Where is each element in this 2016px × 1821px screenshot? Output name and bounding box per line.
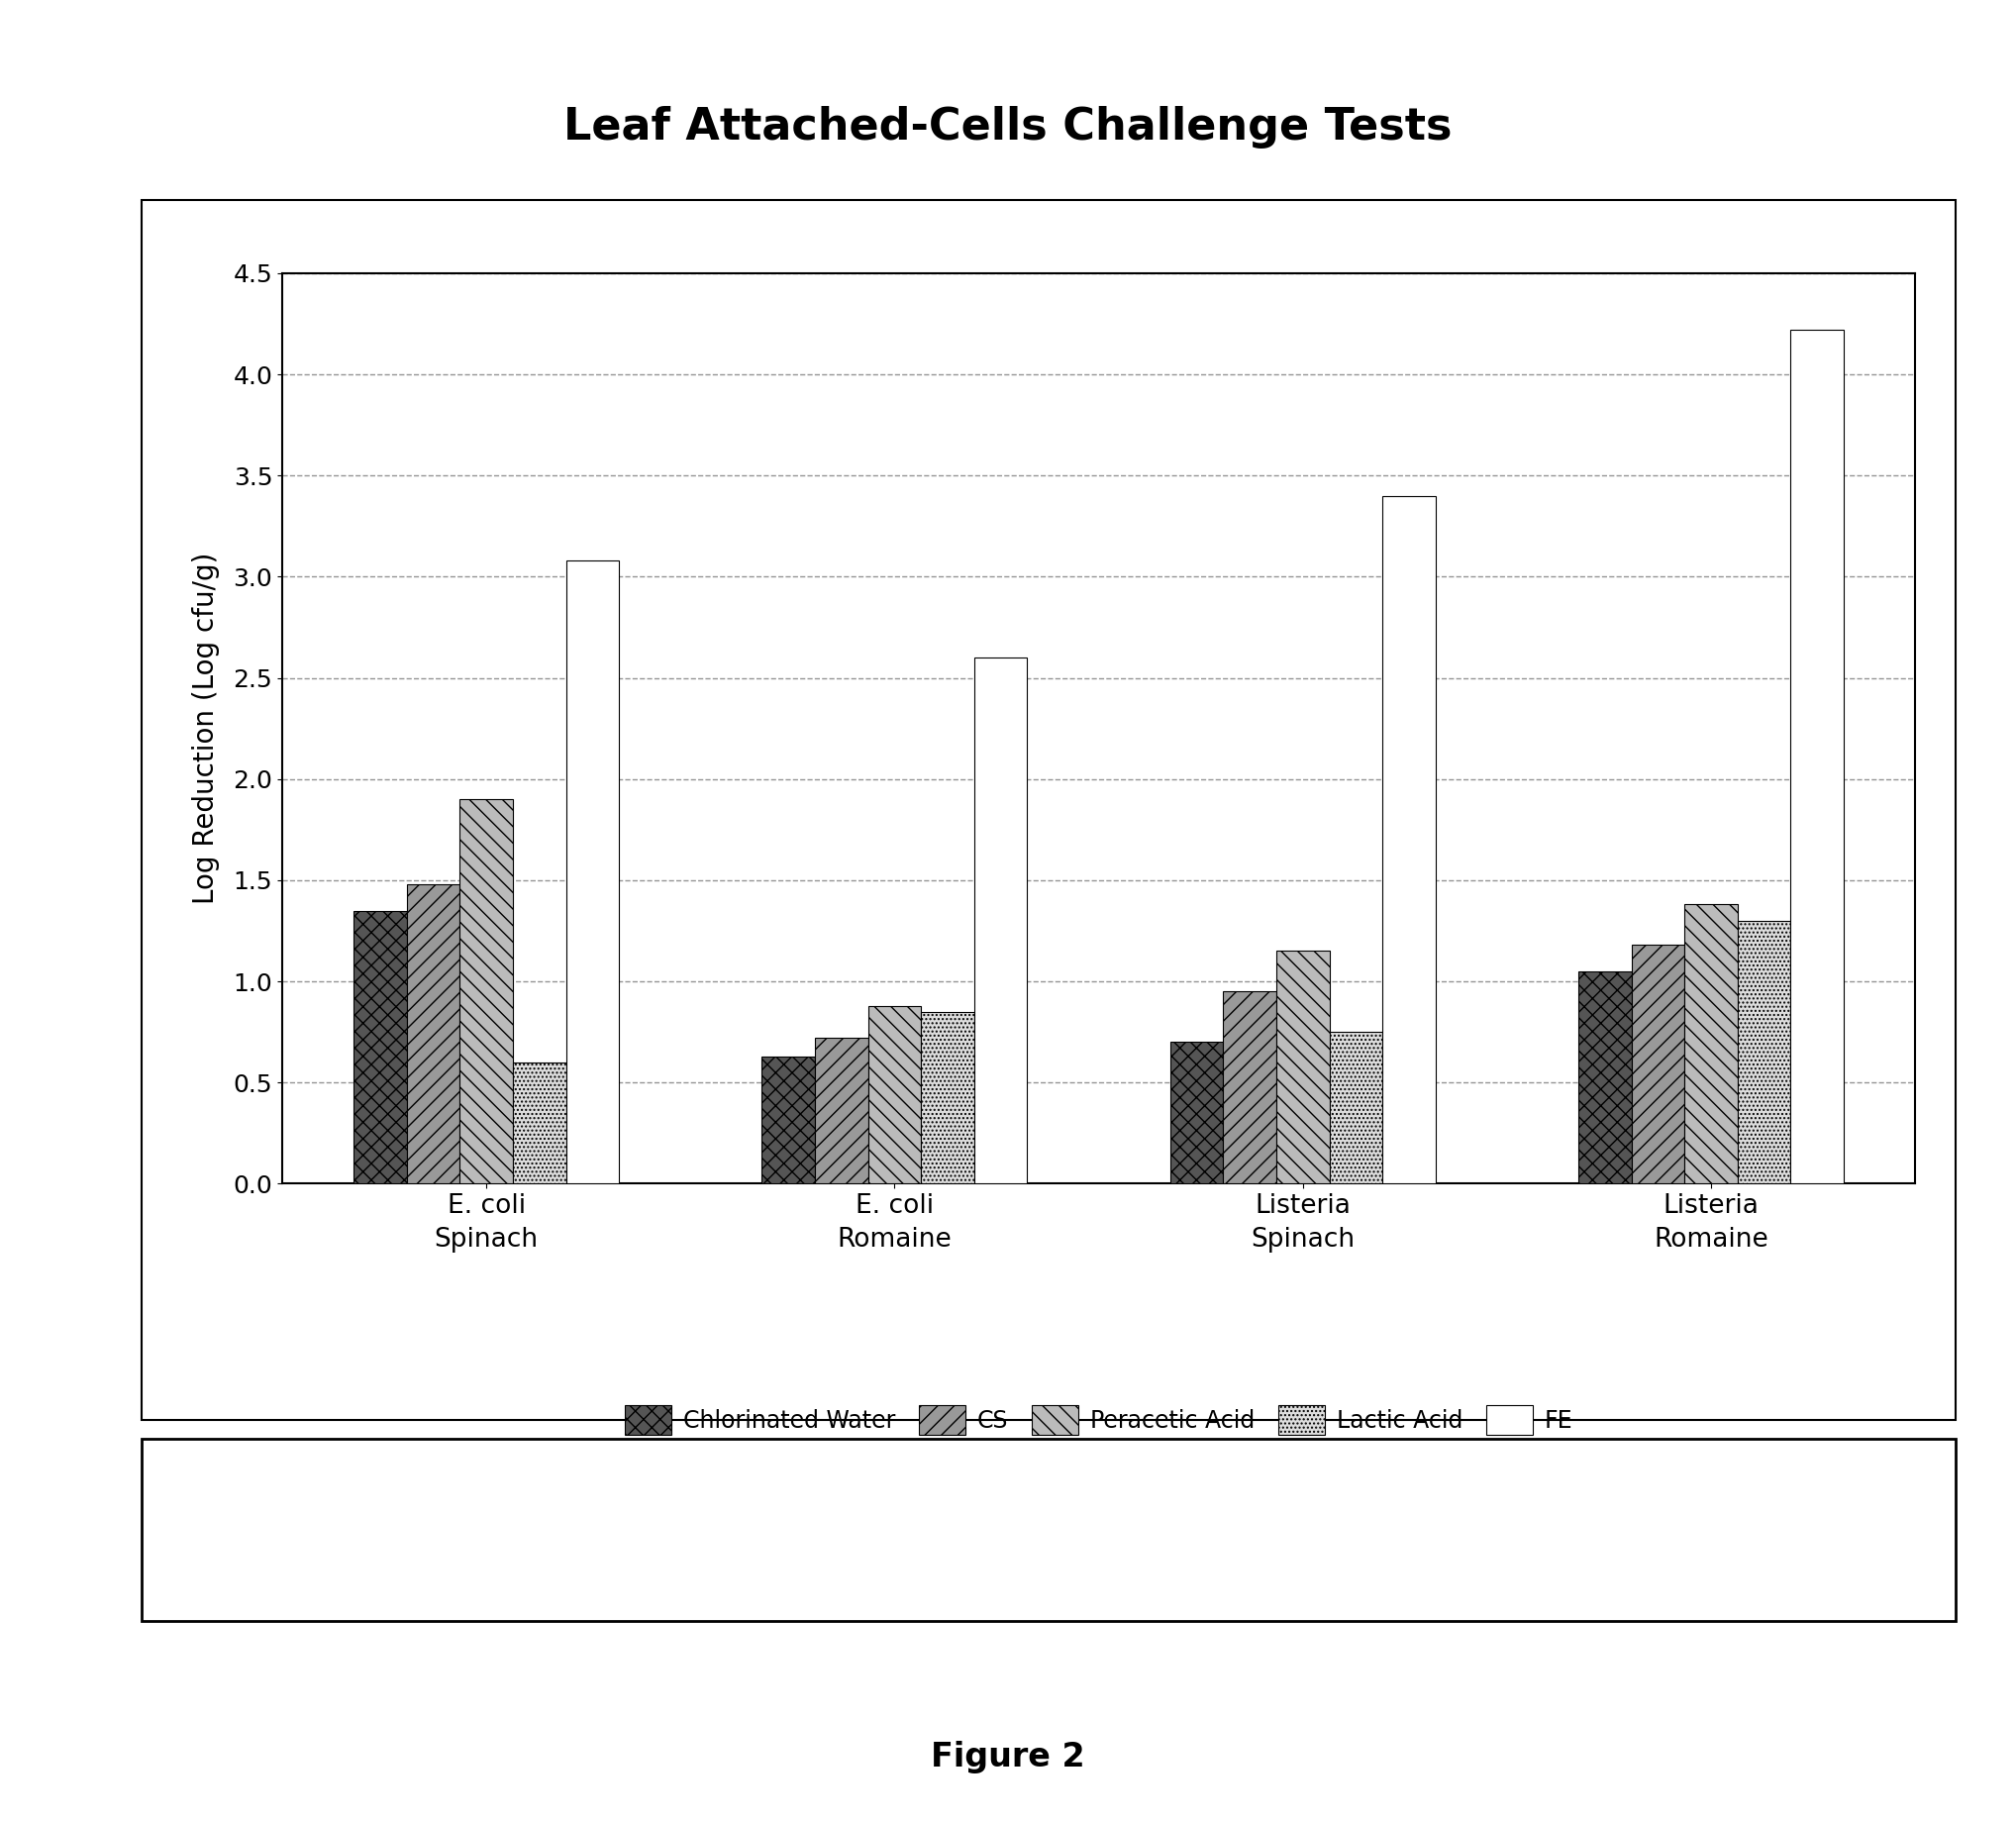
Bar: [512, 1062, 566, 1184]
Text: FE has the highest log reductions on E. coli K12 (1 to 1.5 log more) and Listeri: FE has the highest log reductions on E. …: [171, 1480, 1224, 1506]
Bar: [1276, 951, 1329, 1184]
Bar: [1383, 495, 1435, 1184]
Bar: [1790, 330, 1845, 1184]
Bar: [1169, 1042, 1224, 1184]
Bar: [460, 799, 512, 1184]
Bar: [974, 657, 1028, 1184]
Bar: [1224, 991, 1276, 1184]
Bar: [1738, 921, 1790, 1184]
Bar: [1685, 905, 1738, 1184]
Bar: [566, 561, 619, 1184]
Text: Leaf Attached-Cells Challenge Tests: Leaf Attached-Cells Challenge Tests: [564, 106, 1452, 149]
Text: innocua (2 – 3 logs more) that were attached on the leaves of Romaine and Spinac: innocua (2 – 3 logs more) that were atta…: [171, 1550, 1278, 1575]
Y-axis label: Log Reduction (Log cfu/g): Log Reduction (Log cfu/g): [192, 552, 220, 905]
Bar: [407, 885, 460, 1184]
Bar: [814, 1038, 869, 1184]
Text: FE has the highest log reductions on: FE has the highest log reductions on: [161, 1484, 597, 1510]
Text: Figure 2: Figure 2: [931, 1741, 1085, 1774]
Bar: [762, 1056, 814, 1184]
Bar: [1329, 1033, 1383, 1184]
Bar: [921, 1012, 974, 1184]
Bar: [353, 910, 407, 1184]
Bar: [1579, 971, 1631, 1184]
Bar: [869, 1005, 921, 1184]
Bar: [1631, 945, 1685, 1184]
Legend: Chlorinated Water, CS, Peracetic Acid, Lactic Acid, FE: Chlorinated Water, CS, Peracetic Acid, L…: [615, 1395, 1583, 1444]
